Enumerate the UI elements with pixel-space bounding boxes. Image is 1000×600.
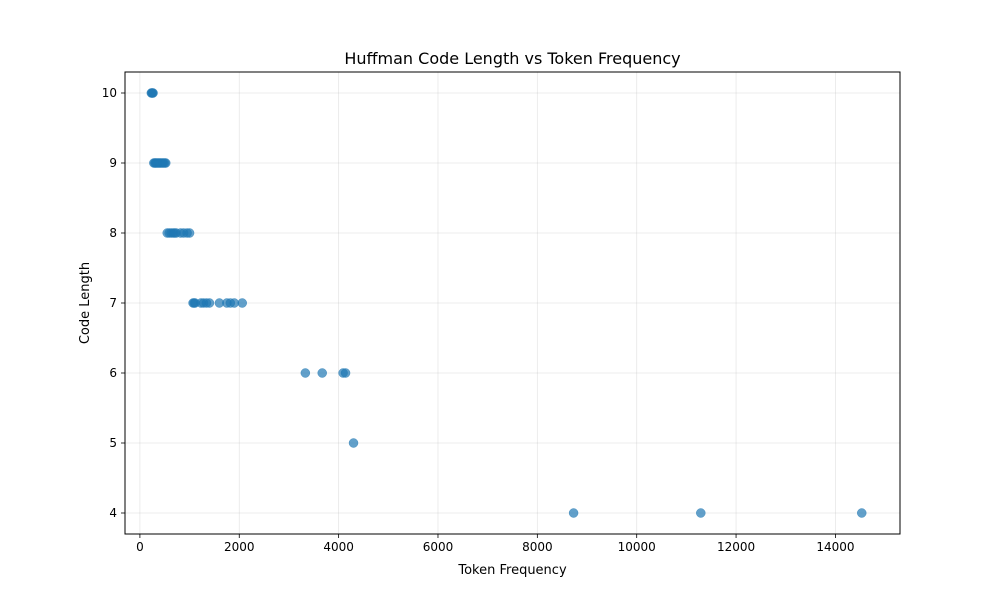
data-point <box>204 298 215 308</box>
y-tick-label: 10 <box>102 86 117 100</box>
data-point <box>160 158 171 168</box>
data-point <box>148 88 158 98</box>
y-tick-label: 6 <box>109 366 117 380</box>
data-point <box>237 298 247 308</box>
x-tick-label: 8000 <box>522 540 553 554</box>
x-axis-label: Token Frequency <box>457 563 567 578</box>
x-tick-label: 14000 <box>816 540 854 554</box>
data-points <box>146 88 867 518</box>
x-tick-label: 6000 <box>423 540 454 554</box>
x-tick-label: 12000 <box>717 540 755 554</box>
grid <box>125 72 900 534</box>
data-point <box>568 508 579 518</box>
data-point <box>317 368 327 378</box>
x-tick-label: 0 <box>136 540 144 554</box>
data-point <box>184 228 195 238</box>
y-tick-label: 9 <box>109 156 117 170</box>
y-tick-label: 4 <box>109 506 117 520</box>
data-point <box>856 508 867 518</box>
y-axis-label: Code Length <box>78 262 93 344</box>
data-point <box>229 298 240 308</box>
y-axis-ticks: 4 5 6 7 8 9 10 <box>102 86 125 520</box>
data-point <box>348 438 359 448</box>
x-tick-label: 2000 <box>224 540 255 554</box>
x-axis-ticks: 0 2000 4000 6000 8000 10000 12000 14000 <box>136 534 855 554</box>
chart-title: Huffman Code Length vs Token Frequency <box>344 49 680 68</box>
y-tick-label: 5 <box>109 436 117 450</box>
data-point <box>300 368 311 378</box>
x-tick-label: 4000 <box>323 540 354 554</box>
y-tick-label: 8 <box>109 226 117 240</box>
data-point <box>696 508 706 518</box>
data-point <box>340 368 351 378</box>
y-tick-label: 7 <box>109 296 117 310</box>
x-tick-label: 10000 <box>618 540 656 554</box>
